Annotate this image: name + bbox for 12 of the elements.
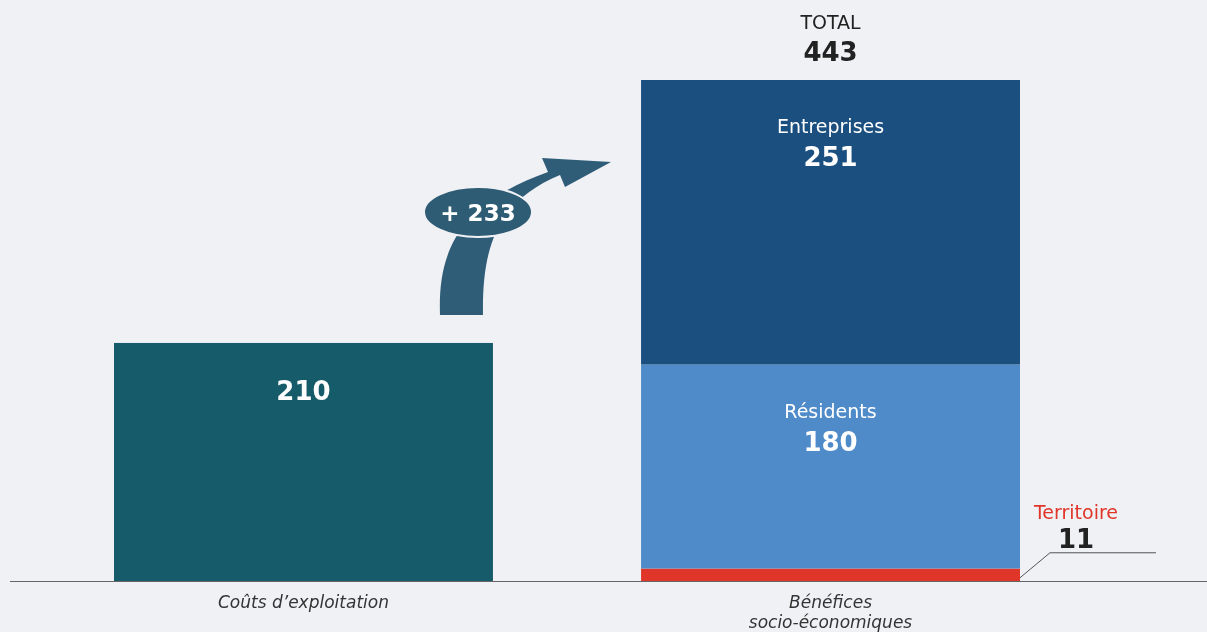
data-label: 251 (803, 142, 858, 172)
x-tick-label: Bénéfices socio-économiques (748, 592, 913, 632)
total-label: 443 (803, 37, 858, 67)
series-label: Entreprises (776, 115, 885, 137)
data-label: 180 (803, 426, 858, 457)
data-label: 11 (1057, 523, 1095, 554)
data-label: 210 (276, 375, 331, 406)
text: TOTAL (799, 11, 862, 33)
annotation: + 233 (440, 200, 516, 226)
series-label: Résidents (784, 399, 877, 422)
x-tick-label: Coûts d’exploitation (217, 592, 389, 612)
text: Territoire (1032, 500, 1119, 523)
